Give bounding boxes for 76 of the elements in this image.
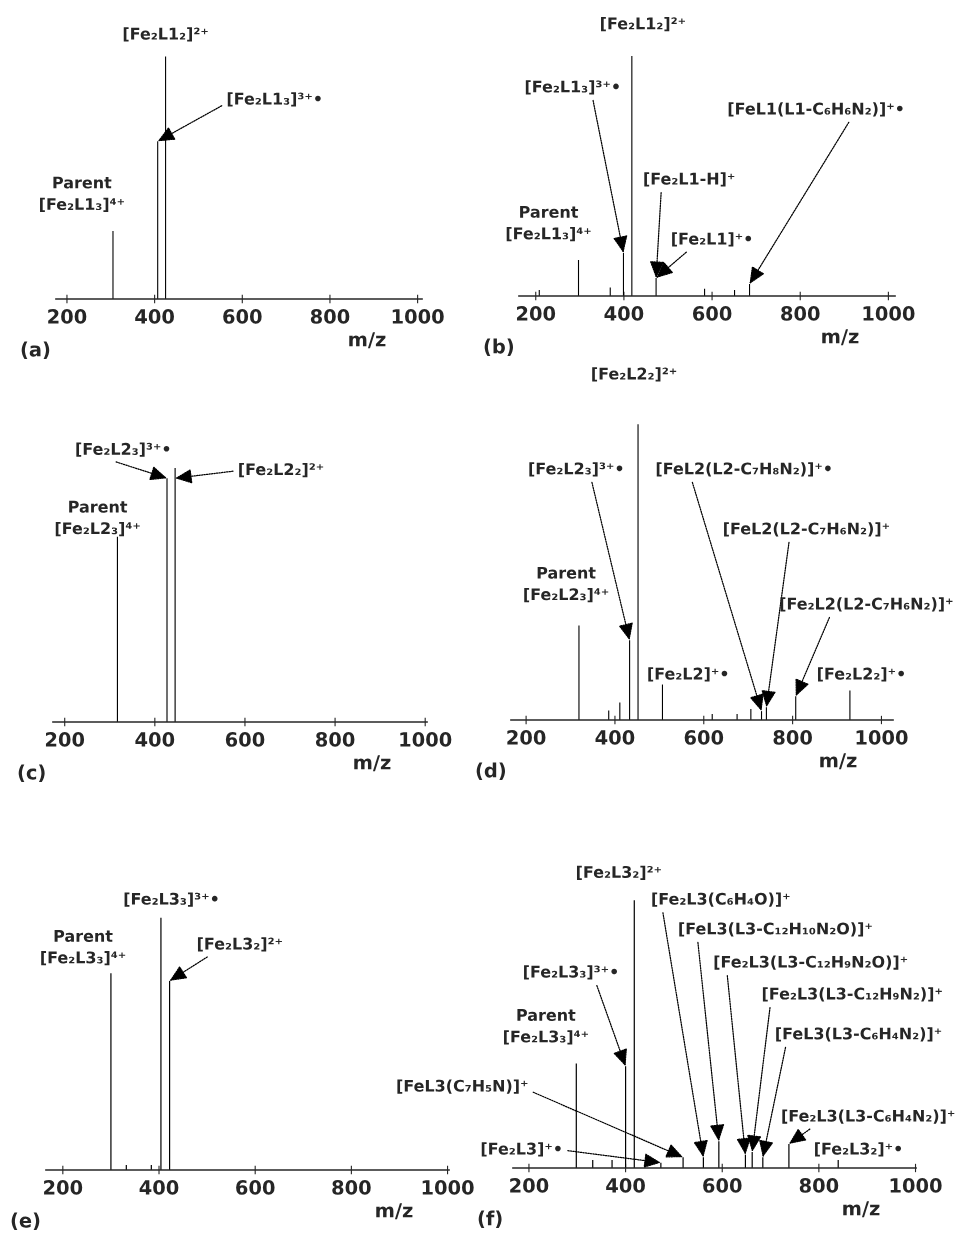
text: (c) <box>18 764 45 782</box>
x-tick-label: 800 <box>799 1178 839 1193</box>
x-tick-label: 400 <box>135 732 175 747</box>
annotation: [Fe₂L1]⁺• <box>672 232 752 247</box>
text: (b) <box>484 338 514 356</box>
annotation: [Fe₂L2₃]³⁺• <box>529 462 623 477</box>
annotation: [FeL2(L2-C₇H₈N₂)]⁺• <box>656 462 831 477</box>
x-tick-label: 600 <box>692 306 732 321</box>
annotation: [FeL3(L3-C₁₂H₁₀N₂O)]⁺ <box>679 922 872 937</box>
annotation: [Fe₂L3]⁺• <box>481 1142 561 1157</box>
x-tick-label: 200 <box>45 732 85 747</box>
annotation: [Fe₂L3₃]³⁺• <box>524 965 617 980</box>
x-tick-label: 400 <box>139 1180 179 1195</box>
annotation: [Fe₂L3₂]²⁺ <box>197 937 282 952</box>
text: (d) <box>476 762 506 780</box>
annotation: [Fe₂L1₃]³⁺• <box>525 80 619 95</box>
text: (f) <box>478 1210 502 1228</box>
annotation: Parent [Fe₂L1₃]⁴⁺ <box>40 176 124 212</box>
x-tick-label: 200 <box>44 1180 83 1195</box>
x-tick-label: 200 <box>48 309 87 324</box>
annotation: [Fe₂L2₂]²⁺ <box>239 462 324 478</box>
x-tick-label: 400 <box>135 309 174 324</box>
annotation: [Fe₂L1₂]²⁺ <box>601 17 685 32</box>
annotation: [Fe₂L2₂]²⁺ <box>592 367 677 382</box>
annotation: [Fe₂L3₂]²⁺ <box>576 865 661 880</box>
annotation: [FeL1(L1-C₆H₆N₂)]⁺• <box>728 102 903 117</box>
x-tick-label: 800 <box>773 730 812 745</box>
annotation: [FeL2(L2-C₇H₆N₂)]⁺ <box>724 522 890 537</box>
text: (e) <box>11 1212 40 1230</box>
x-axis-title: m/z <box>354 755 391 772</box>
annotation: Parent [Fe₂L2₃]⁴⁺ <box>55 500 140 537</box>
x-tick-label: 600 <box>236 1180 275 1195</box>
x-tick-label: 600 <box>223 309 262 324</box>
annotation: [Fe₂L3(C₆H₄O)]⁺ <box>652 892 790 907</box>
x-tick-label: 400 <box>604 306 644 321</box>
annotation: Parent [Fe₂L3₃]⁴⁺ <box>41 930 126 966</box>
x-tick-label: 1000 <box>422 1180 474 1195</box>
x-tick-label: 1000 <box>392 309 444 324</box>
annotation: Parent [Fe₂L3₃]⁴⁺ <box>504 1009 588 1045</box>
annotation: [Fe₂L3₃]³⁺• <box>124 892 218 907</box>
x-tick-label: 600 <box>684 730 724 745</box>
annotation: Parent [Fe₂L1₃]⁴⁺ <box>506 206 591 242</box>
x-tick-label: 800 <box>315 732 355 747</box>
x-tick-label: 200 <box>507 730 546 745</box>
x-tick-label: 1000 <box>400 732 452 747</box>
annotation: [Fe₂L2₃]³⁺• <box>76 442 170 457</box>
annotation: [Fe₂L1-H]⁺ <box>644 172 735 187</box>
x-tick-label: 1000 <box>890 1178 942 1193</box>
x-tick-label: 400 <box>606 1178 645 1193</box>
x-tick-label: 1000 <box>856 730 908 745</box>
x-axis-title: m/z <box>349 332 386 349</box>
annotation: [FeL3(L3-C₆H₄N₂)]⁺ <box>776 1027 942 1042</box>
x-tick-label: 800 <box>781 306 820 321</box>
x-axis-title: m/z <box>843 1201 880 1218</box>
x-tick-label: 800 <box>332 1180 371 1195</box>
x-tick-label: 600 <box>225 732 265 747</box>
annotation: [Fe₂L1₂]²⁺ <box>123 27 208 42</box>
x-tick-label: 1000 <box>863 306 915 321</box>
annotation: [Fe₂L2]⁺• <box>648 667 728 682</box>
x-tick-label: 200 <box>516 306 556 321</box>
annotation: [Fe₂L3(L3-C₆H₄N₂)]⁺ <box>782 1109 955 1124</box>
x-tick-label: 200 <box>510 1178 549 1193</box>
x-tick-label: 400 <box>595 730 635 745</box>
annotation: [Fe₂L3₂]⁺• <box>815 1142 902 1157</box>
annotation: [Fe₂L2₂]⁺• <box>818 667 904 682</box>
x-tick-label: 600 <box>703 1178 742 1193</box>
x-tick-label: 800 <box>310 309 350 324</box>
text: (a) <box>21 341 50 359</box>
annotation: [Fe₂L3(L3-C₁₂H₉N₂O)]⁺ <box>714 955 908 970</box>
annotation: [Fe₂L3(L3-C₁₂H₉N₂)]⁺ <box>762 987 942 1002</box>
annotation: [Fe₂L1₃]³⁺• <box>227 92 321 107</box>
x-axis-title: m/z <box>820 753 857 770</box>
x-axis-title: m/z <box>822 329 859 346</box>
annotation: [FeL3(C₇H₅N)]⁺ <box>397 1079 528 1094</box>
x-axis-title: m/z <box>376 1203 413 1220</box>
annotation: Parent [Fe₂L2₃]⁴⁺ <box>524 566 609 603</box>
